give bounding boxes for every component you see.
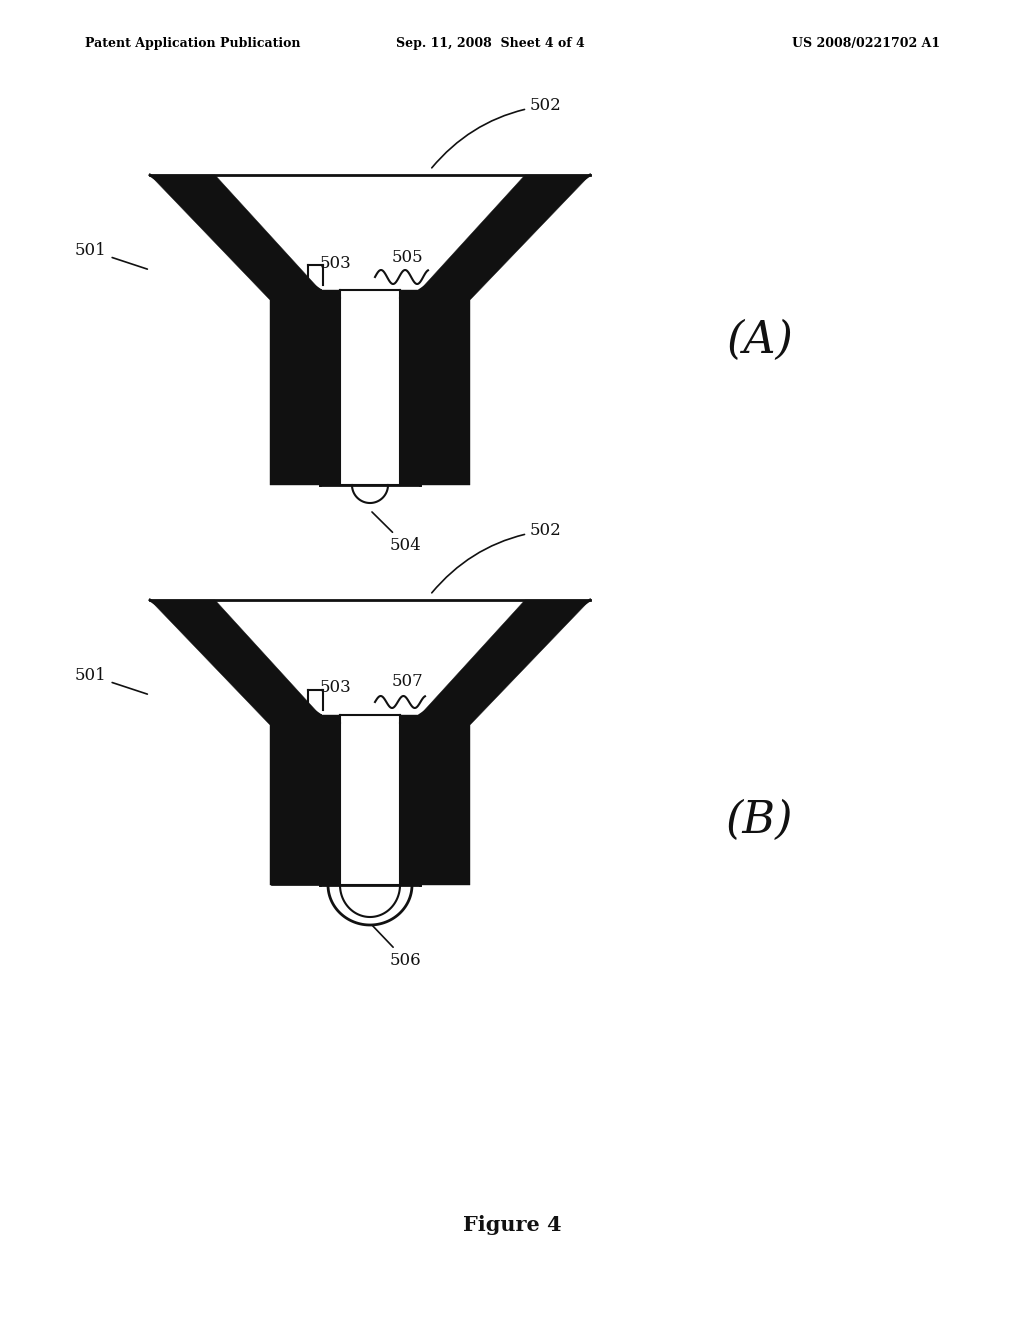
Polygon shape (150, 601, 319, 884)
Polygon shape (150, 176, 590, 290)
Text: 501: 501 (75, 242, 147, 269)
Text: 502: 502 (432, 96, 562, 168)
Text: 503: 503 (319, 680, 352, 697)
Text: (A): (A) (727, 318, 794, 362)
Polygon shape (400, 715, 420, 884)
Polygon shape (150, 176, 319, 484)
Polygon shape (340, 715, 400, 884)
Text: 504: 504 (372, 512, 422, 554)
Polygon shape (400, 290, 420, 484)
Polygon shape (319, 290, 340, 484)
Polygon shape (420, 601, 590, 884)
Text: 503: 503 (319, 255, 352, 272)
Polygon shape (420, 176, 590, 484)
Text: Sep. 11, 2008  Sheet 4 of 4: Sep. 11, 2008 Sheet 4 of 4 (395, 37, 585, 50)
Text: 507: 507 (392, 673, 424, 690)
Polygon shape (150, 601, 590, 715)
Text: Figure 4: Figure 4 (463, 1214, 561, 1236)
Text: 506: 506 (372, 925, 422, 969)
Polygon shape (340, 290, 400, 484)
Text: 505: 505 (392, 248, 424, 265)
Text: 501: 501 (75, 667, 147, 694)
Text: 502: 502 (432, 521, 562, 593)
Text: (B): (B) (726, 799, 794, 842)
Text: Patent Application Publication: Patent Application Publication (85, 37, 300, 50)
Polygon shape (319, 715, 340, 884)
Text: US 2008/0221702 A1: US 2008/0221702 A1 (792, 37, 940, 50)
